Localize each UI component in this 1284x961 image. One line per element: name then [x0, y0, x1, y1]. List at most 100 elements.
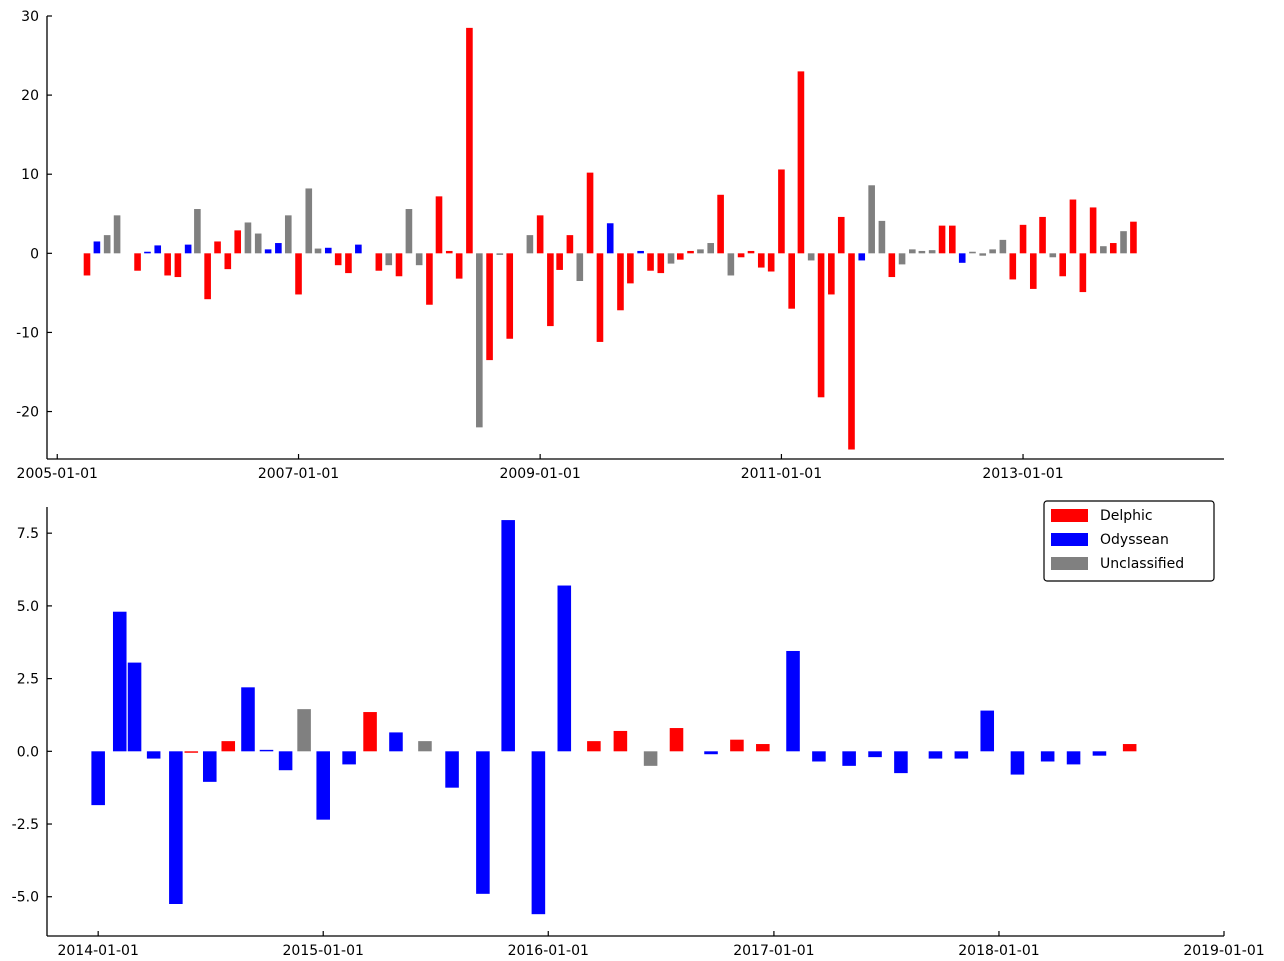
bar-delphic: [395, 253, 403, 277]
bar-delphic: [204, 253, 211, 300]
bar-odyssean: [93, 241, 101, 254]
bar-odyssean: [1040, 751, 1055, 762]
bar-unclassified: [526, 235, 534, 254]
x-tick-label: 2018-01-01: [958, 943, 1039, 959]
bar-delphic: [949, 225, 956, 254]
x-tick-label: 2014-01-01: [57, 943, 138, 959]
y-tick-label: 7.5: [17, 526, 39, 542]
bar-delphic: [1109, 243, 1117, 254]
bar-delphic: [221, 741, 236, 752]
bar-unclassified: [979, 253, 987, 256]
bar-odyssean: [704, 751, 718, 755]
bar-delphic: [747, 250, 755, 254]
bar-unclassified: [476, 253, 483, 428]
bar-delphic: [756, 744, 770, 752]
bar-unclassified: [194, 209, 201, 254]
bar-odyssean: [91, 751, 105, 806]
bar-odyssean: [146, 751, 161, 759]
bar-odyssean: [275, 243, 282, 254]
bar-odyssean: [954, 751, 969, 759]
y-tick-label: 30: [21, 9, 39, 25]
bar-delphic: [556, 253, 563, 270]
bar-unclassified: [305, 188, 313, 254]
bar-delphic: [587, 741, 601, 752]
bar-odyssean: [894, 751, 908, 774]
bar-delphic: [1122, 744, 1137, 752]
bar-delphic: [214, 241, 221, 254]
bar-odyssean: [980, 710, 995, 752]
bar-odyssean: [324, 247, 332, 254]
legend-label-delphic: Delphic: [1100, 508, 1153, 524]
bar-delphic: [767, 253, 775, 272]
bar-delphic: [717, 194, 724, 254]
bar-delphic: [1079, 253, 1087, 293]
bar-delphic: [375, 253, 383, 271]
bar-odyssean: [476, 751, 490, 894]
bar-delphic: [224, 253, 232, 270]
legend: Delphic Odyssean Unclassified: [1043, 500, 1215, 582]
bar-odyssean: [637, 250, 644, 254]
bar-unclassified: [1100, 246, 1107, 254]
y-tick-label: 10: [21, 167, 39, 183]
bar-unclassified: [898, 253, 906, 265]
bar-delphic: [669, 728, 684, 752]
bar-delphic: [363, 712, 377, 752]
bar-unclassified: [928, 250, 936, 254]
bar-delphic: [184, 751, 199, 753]
legend-label-odyssean: Odyssean: [1100, 532, 1169, 548]
bar-delphic: [445, 250, 453, 254]
bottom-chart-panel: -5.0 -2.5 0.0 2.5 5.0 7.5 2014-01-01 2015-01-01…: [12, 507, 1265, 959]
y-tick-label: 2.5: [17, 672, 39, 688]
y-tick-label: -2.5: [12, 817, 39, 833]
bar-unclassified: [415, 253, 423, 266]
bar-odyssean: [389, 732, 403, 752]
y-tick-label: -5.0: [12, 890, 39, 906]
bar-unclassified: [244, 222, 252, 254]
x-tick-label: 2013-01-01: [982, 466, 1063, 482]
bar-delphic: [435, 196, 443, 254]
bar-odyssean: [278, 751, 293, 771]
bar-unclassified: [969, 251, 976, 254]
bar-delphic: [687, 250, 694, 254]
bar-delphic: [83, 253, 91, 276]
bar-delphic: [1069, 199, 1077, 254]
bar-unclassified: [807, 253, 815, 261]
x-tick-label: 2019-01-01: [1183, 943, 1264, 959]
bar-odyssean: [786, 650, 800, 752]
bar-unclassified: [707, 243, 714, 254]
bar-delphic: [586, 172, 594, 254]
y-tick-label: 0: [30, 246, 39, 262]
bar-delphic: [617, 253, 624, 311]
bar-unclassified: [999, 239, 1007, 254]
top-chart-panel: -20 -10 0 10 20 30 2005-01-01 2007-01-01 2009-01…: [16, 9, 1224, 482]
bar-delphic: [345, 253, 352, 274]
bar-unclassified: [878, 220, 886, 254]
bar-delphic: [837, 216, 845, 254]
bar-delphic: [888, 253, 896, 278]
x-tick-label: 2015-01-01: [283, 943, 364, 959]
y-tick-label: -20: [16, 405, 39, 421]
bar-delphic: [817, 253, 825, 398]
bar-unclassified: [284, 215, 292, 254]
bar-odyssean: [316, 751, 330, 820]
bar-delphic: [486, 253, 493, 361]
bar-unclassified: [385, 253, 393, 266]
bar-delphic: [547, 253, 554, 327]
bar-odyssean: [842, 751, 856, 766]
bar-unclassified: [576, 253, 584, 282]
bar-delphic: [627, 253, 634, 284]
bar-delphic: [676, 253, 684, 260]
y-tick-label: 0.0: [17, 744, 39, 760]
bar-delphic: [757, 253, 765, 268]
bar-delphic: [1130, 221, 1137, 254]
bar-unclassified: [727, 253, 735, 276]
bar-delphic: [938, 225, 946, 254]
bar-odyssean: [202, 751, 217, 782]
bar-delphic: [295, 253, 302, 295]
bar-delphic: [647, 253, 654, 271]
bar-delphic: [1059, 253, 1067, 277]
bar-odyssean: [127, 662, 142, 752]
bar-odyssean: [1092, 751, 1107, 756]
bar-delphic: [334, 253, 342, 266]
